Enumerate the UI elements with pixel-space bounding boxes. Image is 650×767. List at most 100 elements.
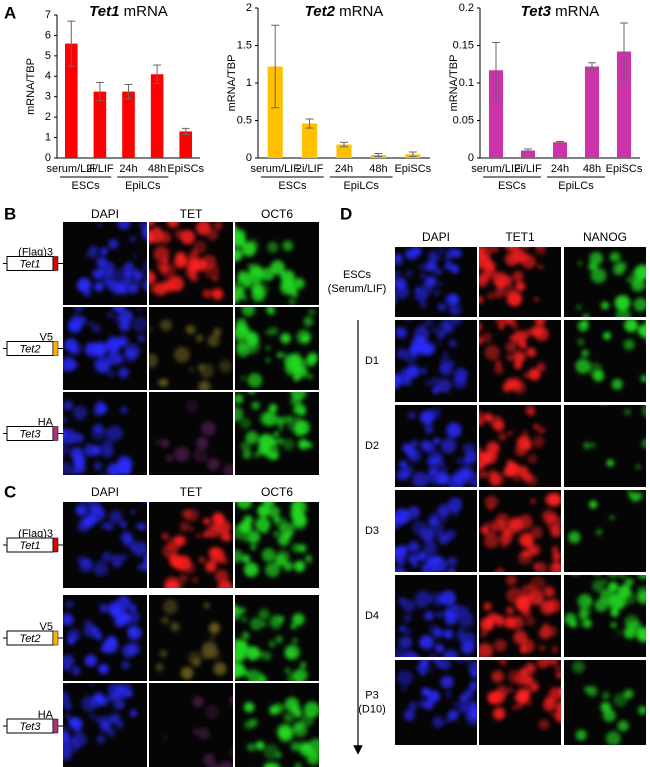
row-sublabel: (D10) xyxy=(358,703,386,715)
micrograph xyxy=(564,660,646,745)
bar xyxy=(488,70,504,158)
construct-tag: HA xyxy=(38,416,54,428)
bar xyxy=(122,91,135,158)
x-tick-label: serum/LIF xyxy=(250,163,300,175)
micrograph xyxy=(63,502,147,588)
bar xyxy=(267,66,283,158)
row-label: D1 xyxy=(365,355,379,367)
micrograph xyxy=(479,320,561,402)
construct-gene: Tet1 xyxy=(19,540,40,552)
bar xyxy=(616,51,632,158)
y-tick-label: 0.05 xyxy=(453,114,474,126)
group-label: EpiLCs xyxy=(343,180,379,192)
micrograph xyxy=(564,575,646,657)
x-tick-label: 2i/LIF xyxy=(296,163,324,175)
y-tick-label: 1 xyxy=(246,77,252,89)
row-label: D4 xyxy=(365,610,379,622)
y-tick-label: 0.15 xyxy=(453,39,474,51)
y-axis-label: mRNA/TBP xyxy=(448,55,460,112)
x-tick-label: 24h xyxy=(551,163,569,175)
micrograph xyxy=(235,392,319,475)
micrograph xyxy=(479,660,561,745)
bar xyxy=(150,74,164,158)
construct-gene: Tet2 xyxy=(19,343,40,355)
micrograph xyxy=(149,222,233,305)
micrograph xyxy=(564,405,646,487)
panel-label: D xyxy=(340,204,352,223)
y-axis-label: mRNA/TBP xyxy=(25,58,37,115)
x-tick-label: EpiSCs xyxy=(606,163,643,175)
y-tick-label: 2 xyxy=(246,2,252,14)
construct-tag-box xyxy=(52,537,59,553)
column-header: DAPI xyxy=(91,207,119,221)
x-tick-label: 24h xyxy=(335,163,353,175)
micrograph xyxy=(149,392,233,475)
y-tick-label: 1 xyxy=(45,131,51,143)
x-tick-label: 2i/LIF xyxy=(86,163,114,175)
micrograph xyxy=(564,247,646,317)
construct-tag-box xyxy=(52,426,59,441)
micrograph xyxy=(149,502,233,588)
y-tick-label: 5 xyxy=(45,50,51,62)
x-tick-label: EpiSCs xyxy=(394,163,431,175)
micrograph xyxy=(479,575,561,657)
row-label: D3 xyxy=(365,525,379,537)
construct-tag: V5 xyxy=(40,331,53,343)
bar xyxy=(584,66,600,158)
chart-title: Tet3 mRNA xyxy=(521,3,600,20)
micrograph xyxy=(479,247,561,317)
micrograph xyxy=(235,307,319,390)
x-tick-label: 48h xyxy=(148,163,166,175)
column-header: DAPI xyxy=(422,230,450,244)
x-tick-label: serum/LIF xyxy=(47,163,97,175)
micrograph xyxy=(235,595,319,681)
bar xyxy=(336,144,352,158)
x-tick-label: 48h xyxy=(583,163,601,175)
y-tick-label: 0 xyxy=(246,152,252,164)
micrograph xyxy=(149,683,233,767)
bar xyxy=(65,43,78,158)
construct-gene: Tet2 xyxy=(19,633,40,645)
group-label: ESCs xyxy=(498,180,527,192)
bar xyxy=(552,142,568,158)
construct-tag-box xyxy=(52,718,59,734)
micrograph xyxy=(235,683,319,767)
construct-gene: Tet3 xyxy=(19,428,41,440)
row-label: D2 xyxy=(365,440,379,452)
y-tick-label: 1.5 xyxy=(237,39,252,51)
micrograph xyxy=(63,222,147,305)
micrograph xyxy=(395,490,477,572)
bar xyxy=(93,91,107,158)
column-header: TET xyxy=(180,207,203,221)
column-header: TET1 xyxy=(505,230,535,244)
column-header: OCT6 xyxy=(261,207,293,221)
group-label: EpiLCs xyxy=(558,180,594,192)
micrograph xyxy=(395,405,477,487)
construct-tag: V5 xyxy=(40,621,53,633)
bar xyxy=(179,131,192,158)
row-label: P3 xyxy=(365,689,378,701)
micrograph xyxy=(149,307,233,390)
y-tick-label: 2 xyxy=(45,111,51,123)
group-label: ESCs xyxy=(72,180,101,192)
x-tick-label: 24h xyxy=(119,163,137,175)
micrograph xyxy=(395,320,477,402)
panel-label: C xyxy=(4,482,16,501)
construct-tag-box xyxy=(52,341,59,356)
y-tick-label: 3 xyxy=(45,91,51,103)
x-tick-label: 48h xyxy=(369,163,387,175)
y-tick-label: 0.5 xyxy=(237,114,252,126)
row-sublabel: (Serum/LIF) xyxy=(328,283,387,295)
micrograph xyxy=(63,307,147,390)
micrograph xyxy=(395,660,477,745)
y-tick-label: 7 xyxy=(45,9,51,21)
construct-tag-box xyxy=(52,256,59,271)
micrograph xyxy=(479,490,561,572)
x-tick-label: EpiSCs xyxy=(167,163,204,175)
chart-title: Tet2 mRNA xyxy=(305,3,384,20)
construct-gene: Tet1 xyxy=(19,258,40,270)
group-label: ESCs xyxy=(278,180,307,192)
y-tick-label: 0.1 xyxy=(459,77,474,89)
micrograph xyxy=(63,392,147,475)
